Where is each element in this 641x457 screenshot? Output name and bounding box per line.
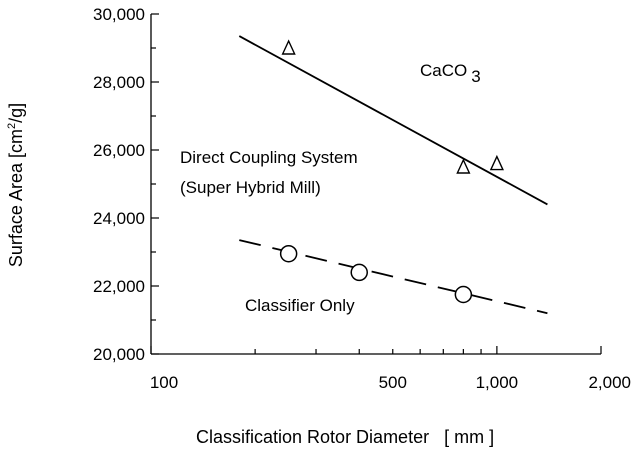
y-tick-label: 30,000: [93, 5, 145, 24]
y-tick-label: 22,000: [93, 277, 145, 296]
circle-marker: [454, 285, 473, 304]
annotation-caco3: CaCO 3: [420, 61, 481, 86]
triangle-marker: [489, 154, 504, 171]
ticks: 20,000 22,000 24,000 26,000 28,000 30,000 100 5…: [93, 5, 631, 392]
trend-line-series-1: [238, 35, 548, 206]
y-tick-label: 20,000: [93, 345, 145, 364]
x-tick-label: 500: [379, 373, 407, 392]
y-tick-label: 24,000: [93, 209, 145, 228]
annotation-classifier-only: Classifier Only: [245, 296, 355, 315]
y-tick-label: 28,000: [93, 73, 145, 92]
circle-marker: [279, 244, 298, 263]
triangle-marker: [281, 39, 296, 55]
x-tick-label: 2,000: [588, 373, 631, 392]
x-tick-label: 1,000: [476, 373, 519, 392]
trend-lines: [238, 35, 548, 315]
x-tick-label: 100: [150, 373, 178, 392]
y-axis-label: Surface Area [cm2/g]: [6, 103, 26, 267]
data-markers: [279, 39, 504, 304]
x-axis-label: Classification Rotor Diameter [ mm ]: [196, 427, 494, 447]
y-tick-label: 26,000: [93, 141, 145, 160]
circle-marker: [350, 263, 368, 282]
triangle-marker: [456, 158, 471, 174]
annotation-super-hybrid: (Super Hybrid Mill): [180, 178, 321, 197]
annotation-direct-coupling: Direct Coupling System: [180, 148, 358, 167]
